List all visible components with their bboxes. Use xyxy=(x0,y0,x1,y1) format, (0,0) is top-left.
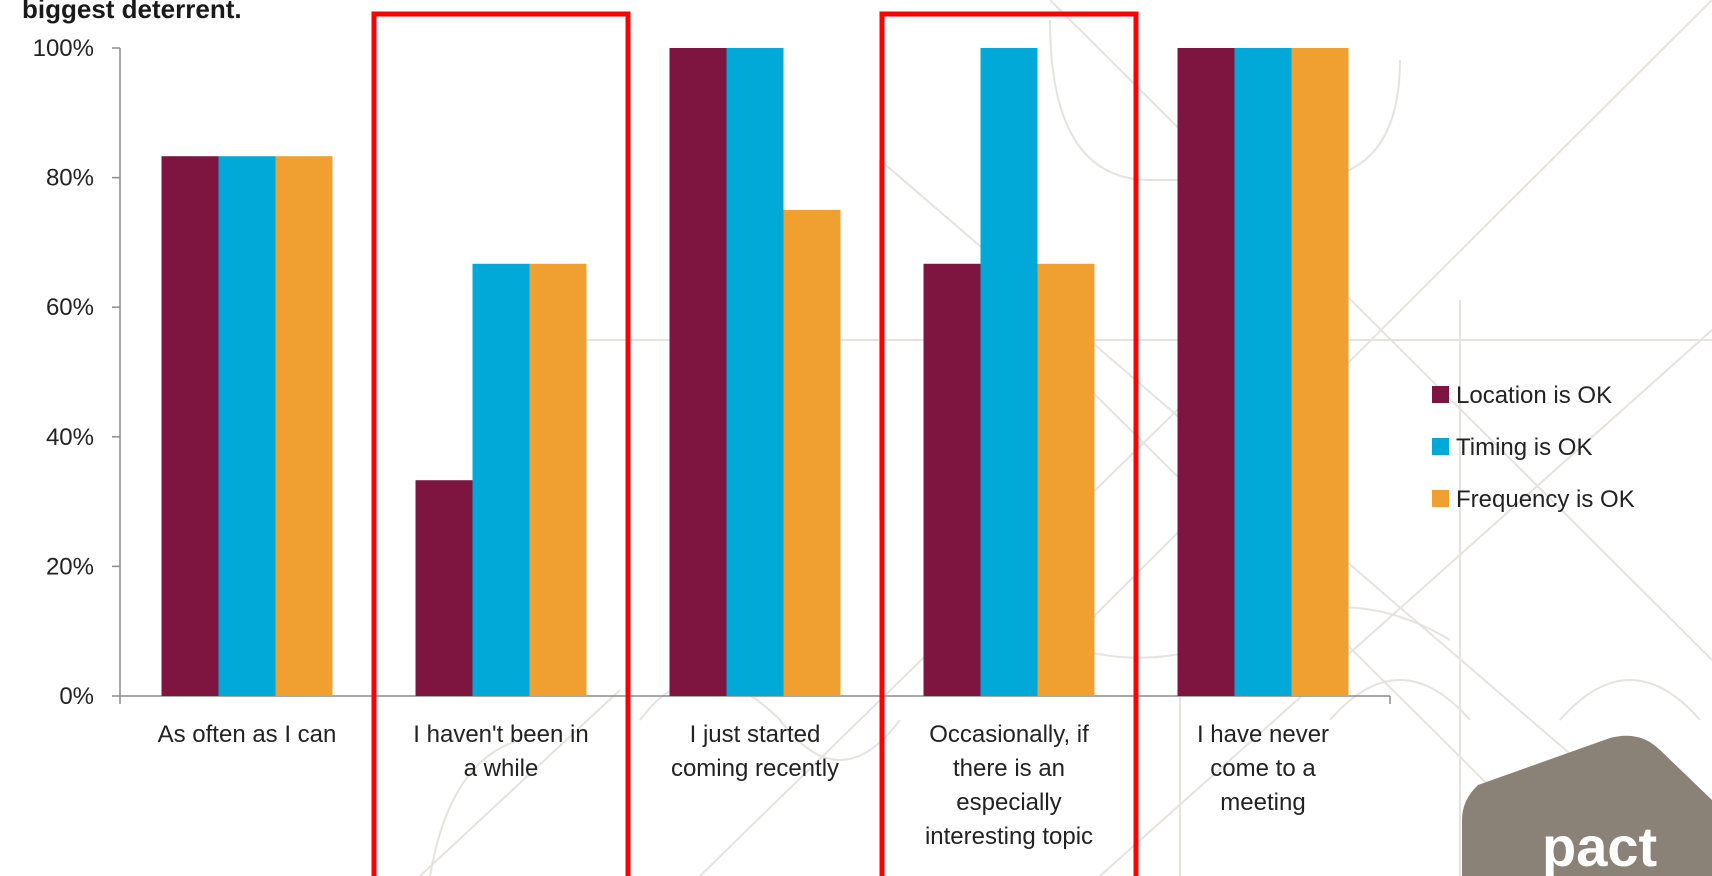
y-tick-label: 100% xyxy=(33,35,94,62)
bar-timing-is-ok xyxy=(1234,48,1292,696)
slide-title: biggest deterrent. xyxy=(22,0,242,24)
bar-frequency-is-ok xyxy=(275,156,333,696)
logo-shape xyxy=(1462,735,1712,876)
legend-swatch xyxy=(1432,386,1449,403)
category-label-line: I have never xyxy=(1197,721,1329,748)
legend-label: Timing is OK xyxy=(1456,434,1592,461)
bar-frequency-is-ok xyxy=(783,210,841,696)
highlight-box xyxy=(879,11,1139,876)
y-tick-label: 80% xyxy=(46,165,94,192)
bar-timing-is-ok xyxy=(980,48,1038,696)
legend-label: Frequency is OK xyxy=(1456,486,1635,513)
bar-frequency-is-ok xyxy=(529,263,587,696)
category-label: Occasionally, if there is an especially int… xyxy=(925,721,1093,850)
y-tick-label: 0% xyxy=(59,683,94,710)
bar-frequency-is-ok xyxy=(1291,48,1349,696)
category-label-line: I just started xyxy=(690,721,821,748)
category-label-line: I haven't been in xyxy=(413,721,588,748)
bar-location-is-ok xyxy=(669,48,727,696)
category-label: I have never come to a meeting xyxy=(1197,721,1329,816)
legend-swatch xyxy=(1432,490,1449,507)
legend-swatch xyxy=(1432,438,1449,455)
category-label: As often as I can xyxy=(158,721,337,748)
category-label-line: interesting topic xyxy=(925,823,1093,850)
category-label-line: come to a xyxy=(1210,755,1316,782)
category-label-line: Occasionally, if xyxy=(929,721,1089,748)
category-label: I haven't been in a while xyxy=(413,721,588,782)
category-label-line: coming recently xyxy=(671,755,839,782)
highlight-box xyxy=(371,11,631,876)
bar-location-is-ok xyxy=(923,263,981,696)
bar-location-is-ok xyxy=(415,480,473,696)
y-tick-label: 40% xyxy=(46,424,94,451)
highlight-boxes xyxy=(371,11,1139,876)
category-label: I just started coming recently xyxy=(671,721,839,782)
category-label-line: a while xyxy=(464,755,539,782)
category-labels: As often as I can I haven't been in a whil… xyxy=(158,721,1329,850)
category-label-line: there is an xyxy=(953,755,1065,782)
y-tick-label: 20% xyxy=(46,553,94,580)
y-tick-label: 60% xyxy=(46,294,94,321)
legend-label: Location is OK xyxy=(1456,382,1612,409)
bar-frequency-is-ok xyxy=(1037,263,1095,696)
category-label-line: As often as I can xyxy=(158,721,337,748)
bar-timing-is-ok xyxy=(218,156,276,696)
legend: Location is OK Timing is OK Frequency is O… xyxy=(1432,382,1635,513)
bar-location-is-ok xyxy=(1177,48,1235,696)
logo-lettering: pact xyxy=(1542,815,1657,876)
bar-timing-is-ok xyxy=(472,263,530,696)
bars xyxy=(161,48,1349,696)
bar-location-is-ok xyxy=(161,156,219,696)
category-label-line: meeting xyxy=(1220,789,1305,816)
pact-logo: pact xyxy=(1462,735,1712,876)
category-label-line: especially xyxy=(956,789,1061,816)
bar-timing-is-ok xyxy=(726,48,784,696)
